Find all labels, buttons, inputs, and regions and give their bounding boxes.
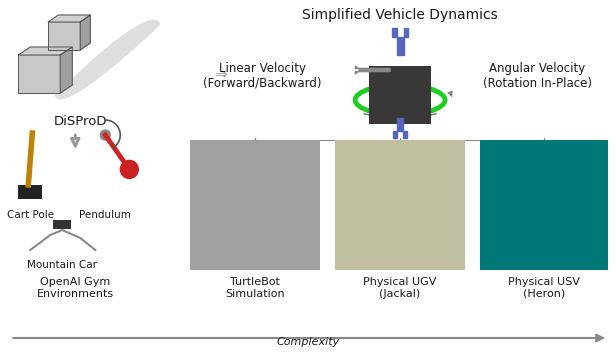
Text: Linear Velocity
(Forward/Backward): Linear Velocity (Forward/Backward) (203, 62, 322, 90)
Polygon shape (392, 28, 408, 55)
Circle shape (100, 130, 110, 140)
FancyBboxPatch shape (54, 220, 71, 229)
Polygon shape (60, 47, 72, 93)
FancyBboxPatch shape (480, 140, 608, 270)
Polygon shape (80, 15, 91, 50)
Text: Angular Velocity
(Rotation In-Place): Angular Velocity (Rotation In-Place) (482, 62, 591, 90)
Circle shape (120, 161, 139, 178)
Text: Mountain Car: Mountain Car (27, 260, 97, 270)
FancyBboxPatch shape (190, 140, 320, 270)
Text: Simplified Vehicle Dynamics: Simplified Vehicle Dynamics (302, 8, 498, 22)
Polygon shape (355, 66, 390, 74)
Text: TurtleBot
Simulation: TurtleBot Simulation (225, 277, 285, 298)
Polygon shape (48, 15, 91, 22)
Text: Physical USV
(Heron): Physical USV (Heron) (508, 277, 580, 298)
Text: Complexity: Complexity (277, 337, 340, 347)
Text: ⇒: ⇒ (214, 68, 227, 82)
FancyBboxPatch shape (18, 185, 43, 199)
Text: OpenAI Gym
Environments: OpenAI Gym Environments (37, 277, 114, 298)
Text: Pendulum: Pendulum (79, 210, 131, 220)
Text: DiSProD: DiSProD (54, 115, 107, 128)
Text: Cart Pole: Cart Pole (7, 210, 54, 220)
Text: Physical UGV
(Jackal): Physical UGV (Jackal) (363, 277, 437, 298)
FancyBboxPatch shape (48, 22, 80, 50)
FancyBboxPatch shape (335, 140, 465, 270)
FancyBboxPatch shape (369, 66, 431, 124)
PathPatch shape (55, 20, 160, 100)
FancyBboxPatch shape (18, 55, 60, 93)
Polygon shape (18, 47, 72, 55)
Polygon shape (393, 118, 407, 138)
